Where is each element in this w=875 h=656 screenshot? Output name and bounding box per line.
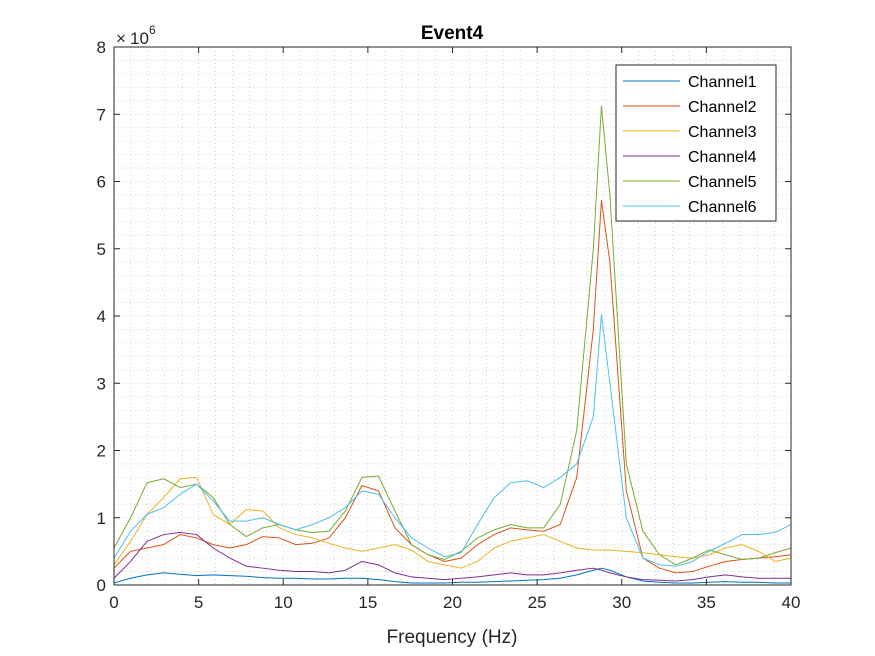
legend-label-channel6: Channel6 <box>688 199 757 216</box>
x-tick-label: 0 <box>109 593 118 612</box>
series-line-channel5 <box>113 105 792 566</box>
series-line-channel6 <box>113 314 792 567</box>
y-tick-label: 2 <box>97 442 106 461</box>
x-axis-label: Frequency (Hz) <box>387 627 518 648</box>
legend: Channel1 Channel2 Channel3 Channel4 Channel5… <box>615 64 777 222</box>
y-tick-labels: 0 1 2 3 4 5 6 7 8 <box>97 38 106 595</box>
multiplier-exponent: 6 <box>149 23 156 37</box>
x-tick-label: 25 <box>528 593 547 612</box>
y-tick-label: 5 <box>97 240 106 259</box>
legend-label-channel5: Channel5 <box>688 174 757 191</box>
series-layer <box>113 105 792 584</box>
x-tick-label: 40 <box>782 593 801 612</box>
y-tick-label: 7 <box>97 105 106 124</box>
y-tick-label: 4 <box>97 307 106 326</box>
series-line-channel2 <box>113 199 792 574</box>
legend-label-channel2: Channel2 <box>688 99 757 116</box>
y-tick-label: 1 <box>97 509 106 528</box>
legend-box <box>615 64 777 222</box>
y-axis-multiplier: × 10 6 <box>116 23 156 48</box>
multiplier-times-sign: × <box>116 29 126 48</box>
legend-label-channel3: Channel3 <box>688 124 757 141</box>
series-line-channel4 <box>113 532 791 582</box>
y-tick-label: 8 <box>97 38 106 57</box>
y-tick-label: 6 <box>97 173 106 192</box>
x-tick-label: 5 <box>194 593 203 612</box>
legend-label-channel1: Channel1 <box>688 74 757 91</box>
axis-ticks <box>113 46 792 586</box>
y-tick-label: 3 <box>97 374 106 393</box>
x-tick-labels: 0 5 10 15 20 25 30 35 40 <box>109 593 800 612</box>
chart-title: Event4 <box>421 23 484 44</box>
x-tick-label: 20 <box>443 593 462 612</box>
multiplier-base: 10 <box>130 29 149 48</box>
x-tick-label: 15 <box>358 593 377 612</box>
y-tick-label: 0 <box>97 576 106 595</box>
x-tick-label: 35 <box>697 593 716 612</box>
x-tick-label: 10 <box>274 593 293 612</box>
legend-label-channel4: Channel4 <box>688 149 757 166</box>
x-tick-label: 30 <box>612 593 631 612</box>
series-line-channel1 <box>113 567 791 584</box>
